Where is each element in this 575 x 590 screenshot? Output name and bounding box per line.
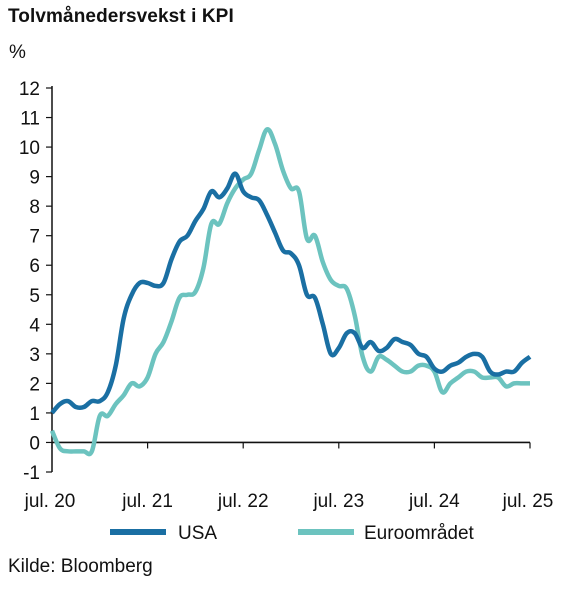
y-tick-label: 0: [29, 433, 40, 454]
source-note: Kilde: Bloomberg: [8, 556, 153, 577]
x-tick-label: jul. 22: [217, 491, 269, 512]
series-line-euroomradet: [49, 127, 530, 457]
y-tick-label: 10: [19, 138, 40, 159]
y-tick-label: 6: [29, 256, 40, 277]
y-tick-label: 8: [29, 197, 40, 218]
y-axis-unit: %: [9, 42, 26, 63]
y-tick-label: 3: [29, 345, 40, 366]
series-lines: [49, 127, 532, 457]
x-tick-label: jul. 21: [121, 491, 173, 512]
chart-title: Tolvmånedersvekst i KPI: [8, 6, 234, 27]
legend-label-euroomradet: Euroområdet: [364, 523, 475, 544]
y-tick-label: -1: [23, 463, 40, 484]
y-tick-label: 2: [29, 374, 40, 395]
y-tick-label: 12: [19, 79, 40, 100]
series-line-usa: [50, 171, 532, 415]
y-tick-label: 5: [29, 286, 40, 307]
x-tick-label: jul. 25: [502, 491, 554, 512]
legend-label-usa: USA: [178, 523, 217, 544]
legend: USA Euroområdet: [110, 523, 475, 544]
y-tick-label: 7: [29, 227, 40, 248]
x-tick-label: jul. 24: [408, 491, 460, 512]
y-tick-label: 4: [29, 315, 40, 336]
y-tick-label: 9: [29, 168, 40, 189]
x-tick-label: jul. 23: [312, 491, 364, 512]
y-tick-label: 1: [29, 404, 40, 425]
x-tick-label: jul. 20: [24, 491, 76, 512]
y-tick-label: 11: [20, 109, 40, 130]
x-axis-ticks: jul. 20 jul. 21 jul. 22 jul. 23 jul. 24 jul. …: [24, 442, 554, 512]
